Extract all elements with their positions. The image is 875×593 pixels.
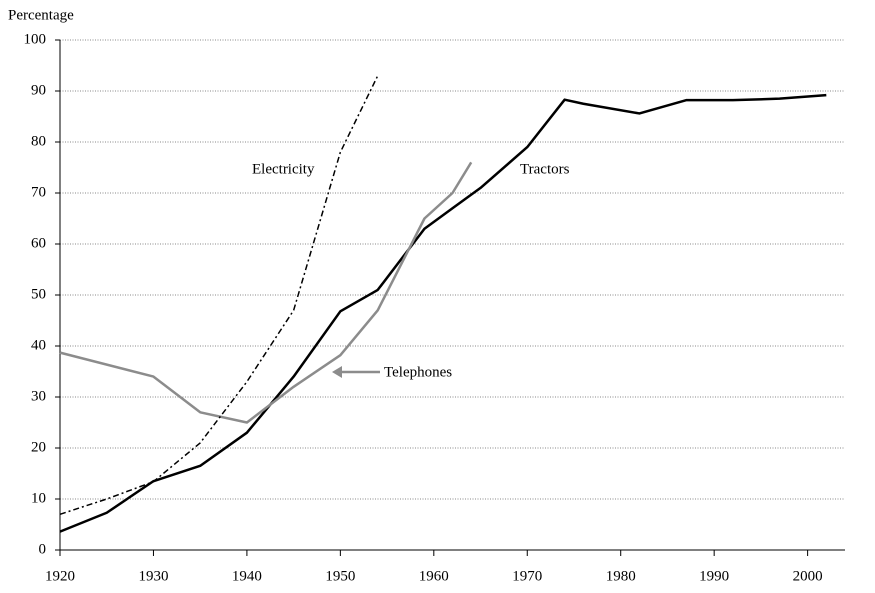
y-tick-label: 60 (31, 235, 46, 251)
y-tick-label: 70 (31, 184, 46, 200)
annotation-arrowhead (332, 366, 342, 378)
y-tick-label: 50 (31, 286, 46, 302)
series-line (59, 75, 379, 516)
y-tick-label: 30 (31, 388, 46, 404)
x-tick-label: 1930 (138, 568, 168, 584)
x-tick-label: 1950 (325, 568, 355, 584)
x-tick-label: 1960 (419, 568, 449, 584)
y-tick-label: 10 (31, 490, 46, 506)
y-tick-label: 100 (24, 31, 47, 47)
x-tick-label: 2000 (793, 568, 823, 584)
series-line (59, 93, 827, 533)
annotation: Electricity (252, 161, 315, 177)
y-tick-label: 80 (31, 133, 46, 149)
y-tick-label: 20 (31, 439, 46, 455)
y-axis-label: Percentage (8, 7, 74, 23)
y-tick-label: 90 (31, 82, 46, 98)
x-tick-label: 1920 (45, 568, 75, 584)
y-tick-label: 40 (31, 337, 46, 353)
x-tick-label: 1940 (232, 568, 262, 584)
annotation: Tractors (520, 161, 570, 177)
x-tick-label: 1990 (699, 568, 729, 584)
x-tick-label: 1980 (606, 568, 636, 584)
x-tick-label: 1970 (512, 568, 542, 584)
y-tick-label: 0 (39, 541, 47, 557)
series-line (59, 161, 473, 424)
annotation: Telephones (384, 364, 452, 380)
